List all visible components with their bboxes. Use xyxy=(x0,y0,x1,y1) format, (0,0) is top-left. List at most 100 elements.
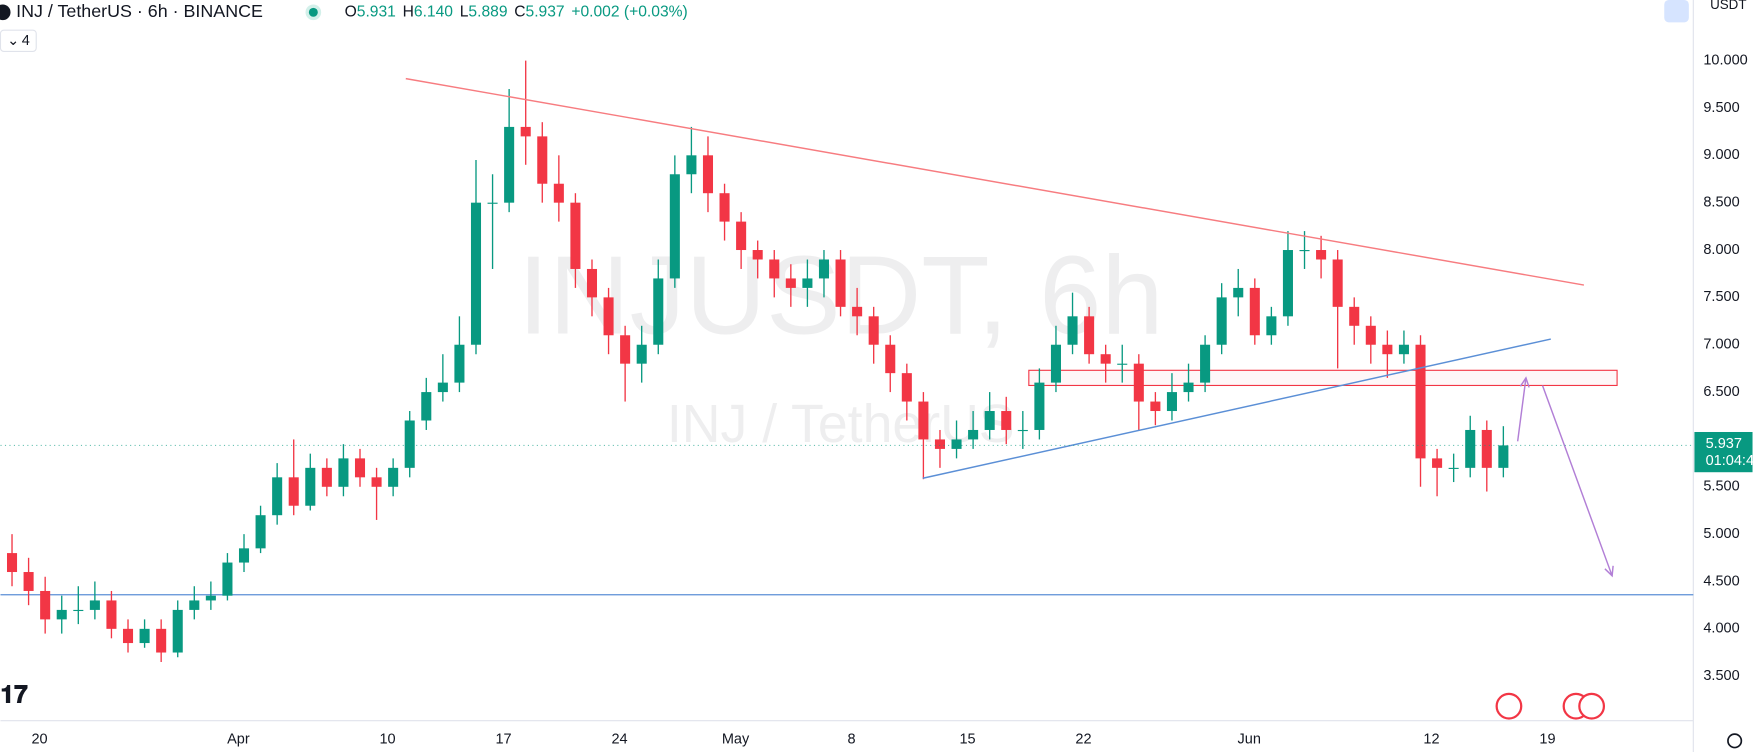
candle-body xyxy=(156,628,167,653)
candle-body xyxy=(139,628,150,644)
x-tick-label: 17 xyxy=(495,732,511,748)
candle-body xyxy=(40,590,51,620)
candle-body xyxy=(951,439,962,449)
y-tick-label: 10.000 xyxy=(1703,52,1747,68)
y-tick-label: 5.000 xyxy=(1703,526,1739,542)
candle-body xyxy=(1481,429,1492,468)
candle-body xyxy=(1166,392,1177,412)
candle-body xyxy=(636,344,647,364)
x-tick-label: Apr xyxy=(227,732,250,748)
candle-body xyxy=(1266,316,1277,336)
candle-body xyxy=(1398,344,1409,355)
candle-body xyxy=(1067,316,1078,345)
ohlc-key: O xyxy=(345,3,357,20)
candle-body xyxy=(868,316,879,345)
candle-body xyxy=(818,259,830,279)
arrow xyxy=(1541,385,1614,578)
y-tick-label: 9.500 xyxy=(1703,100,1739,116)
y-tick-label: 7.500 xyxy=(1703,289,1739,305)
candle-body xyxy=(686,155,697,175)
trendline xyxy=(922,338,1551,479)
x-tick-label: 22 xyxy=(1075,732,1091,748)
candle-body xyxy=(1448,467,1459,469)
x-tick-label: 20 xyxy=(31,732,47,748)
y-tick-label: 8.500 xyxy=(1703,194,1739,210)
candle-body xyxy=(1465,429,1476,468)
y-tick-label: 7.000 xyxy=(1703,337,1739,353)
candle-body xyxy=(918,401,929,440)
candle-body xyxy=(984,411,995,430)
event-flag[interactable] xyxy=(1578,692,1606,720)
candle-body xyxy=(586,268,598,298)
ohlc-value: 5.931 xyxy=(357,3,396,20)
candle-body xyxy=(321,467,332,487)
candle-body xyxy=(106,600,117,629)
x-tick-label: 10 xyxy=(379,732,395,748)
last-price-label: 5.937 xyxy=(1706,436,1742,452)
candle-body xyxy=(238,548,250,563)
candle-body xyxy=(371,477,382,487)
x-tick-label: 8 xyxy=(847,732,855,748)
y-tick-label: 9.000 xyxy=(1703,147,1739,163)
currency[interactable]: USDT xyxy=(1710,0,1746,12)
candle-body xyxy=(222,562,233,596)
candle-body xyxy=(504,126,515,203)
ohlc-key: L xyxy=(460,3,469,20)
ohlc-change: +0.002 (+0.03%) xyxy=(571,3,687,20)
candle-body xyxy=(272,477,283,516)
candle-body xyxy=(769,259,780,279)
candle-body xyxy=(487,202,498,204)
x-tick-label: Jun xyxy=(1238,732,1261,748)
candle-body xyxy=(752,250,763,260)
y-tick-label: 3.500 xyxy=(1703,668,1739,684)
compare-button[interactable] xyxy=(1664,0,1689,23)
indicator-toggle[interactable] xyxy=(0,29,37,52)
settings-button[interactable] xyxy=(1727,733,1743,749)
candle-body xyxy=(1299,250,1310,252)
ohlc-value: 5.889 xyxy=(468,3,507,20)
candle-body xyxy=(1382,344,1393,355)
x-tick-label: 15 xyxy=(959,732,975,748)
candle-body xyxy=(122,628,134,644)
arrow xyxy=(1516,376,1530,442)
candle-body xyxy=(653,278,664,345)
ohlc-legend: O5.931 H6.140 L5.889 C5.937 +0.002 (+0.03%) xyxy=(345,3,688,20)
candle-body xyxy=(603,297,614,336)
last-price-box xyxy=(1694,431,1753,473)
y-tick-label: 8.000 xyxy=(1703,242,1739,258)
candle-body xyxy=(1034,382,1045,430)
candle-body xyxy=(1084,316,1095,355)
candle-body xyxy=(1050,344,1061,383)
candle-body xyxy=(23,572,34,591)
candle-body xyxy=(454,344,465,383)
candle-body xyxy=(1316,250,1327,260)
candle-body xyxy=(1200,344,1211,383)
candle-body xyxy=(1282,250,1293,317)
candle-body xyxy=(553,183,564,203)
candle-body xyxy=(1117,363,1128,365)
candle-body xyxy=(189,600,200,610)
status-dot xyxy=(308,7,318,17)
candle-body xyxy=(1498,445,1509,468)
event-icons xyxy=(1495,692,1606,720)
candle-body xyxy=(437,382,448,393)
candle-body xyxy=(338,458,349,487)
event-flag[interactable] xyxy=(1495,692,1523,720)
y-tick-label: 4.500 xyxy=(1703,573,1739,589)
candle-body xyxy=(1133,363,1144,402)
candle-body xyxy=(1332,259,1343,307)
candle-body xyxy=(56,609,67,620)
y-tick-label: 5.500 xyxy=(1703,479,1739,495)
candle-body xyxy=(1100,354,1111,364)
ohlc-value: 5.937 xyxy=(526,3,565,20)
candle-body xyxy=(669,174,680,279)
trendline xyxy=(405,77,1585,286)
candle-body xyxy=(1001,411,1012,430)
candle-body xyxy=(852,306,863,317)
candle-body xyxy=(1432,458,1443,468)
ohlc-key: H xyxy=(403,3,414,20)
x-tick-label: 19 xyxy=(1539,732,1555,748)
candle-body xyxy=(835,259,846,307)
candle-body xyxy=(785,278,796,288)
